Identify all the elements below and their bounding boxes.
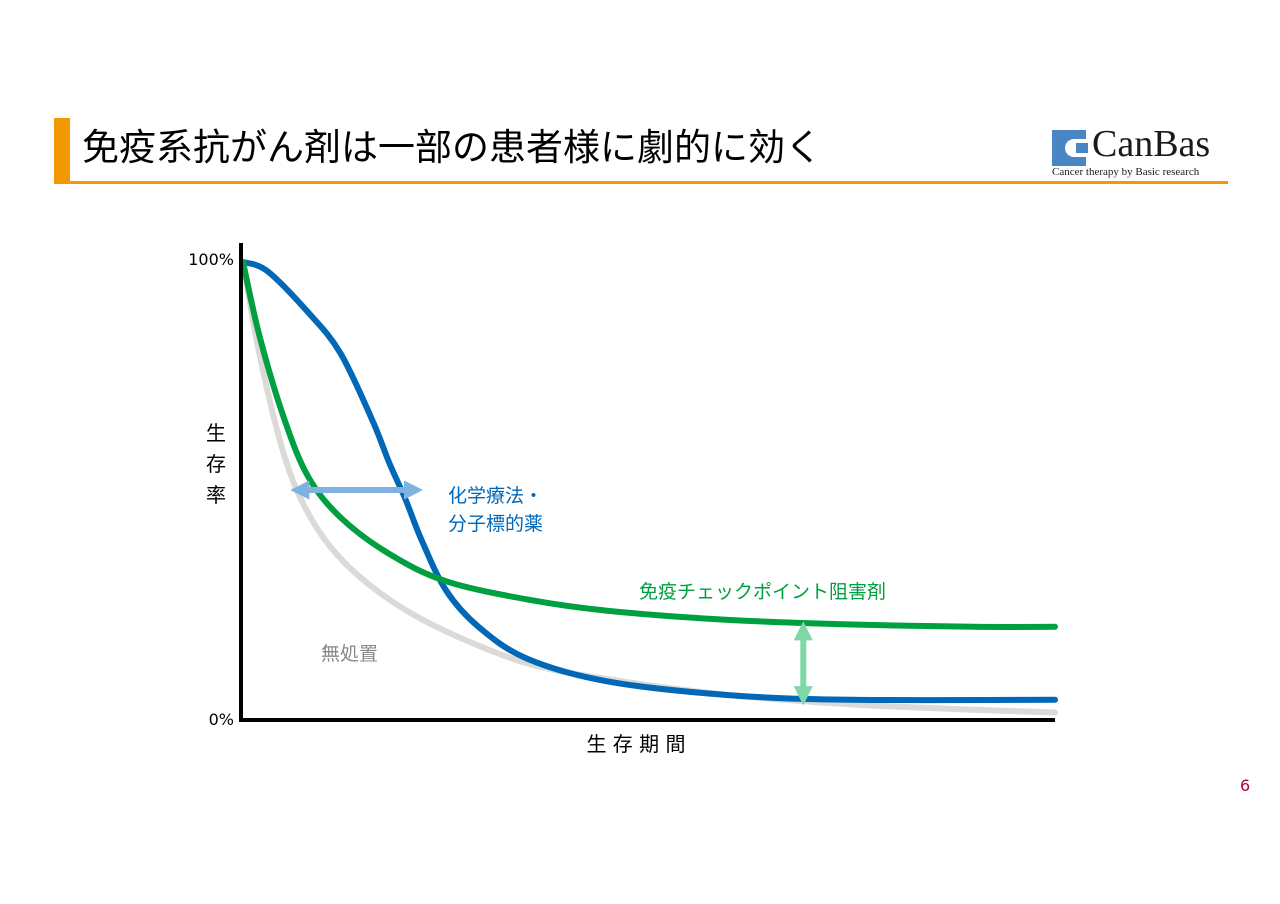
canbas-logo: CanBas Cancer therapy by Basic research: [1050, 123, 1230, 182]
x-axis-label: 生 存 期 間: [586, 732, 685, 756]
series-line-chemotherapy: [240, 259, 1058, 704]
y-axis-label-char: 存: [206, 452, 226, 476]
logo-tagline: Cancer therapy by Basic research: [1052, 166, 1200, 178]
canbas-logo-icon: [1052, 130, 1088, 166]
series-label-no-treatment: 無処置: [321, 643, 378, 665]
series-label-immune-checkpoint: 免疫チェックポイント阻害剤: [639, 581, 886, 603]
title-underline: [54, 181, 1228, 184]
slide-title: 免疫系抗がん剤は一部の患者様に劇的に効く: [82, 126, 822, 169]
logo-name: CanBas: [1092, 123, 1211, 165]
series-label-line: 無処置: [321, 643, 378, 665]
y-axis-label: 生存率: [206, 421, 226, 507]
title-accent-bar: [54, 118, 70, 182]
y-axis-label-char: 生: [206, 421, 226, 445]
y-tick-label-100: 100%: [188, 250, 234, 269]
series-line-no-treatment: [240, 259, 1058, 716]
y-tick-label-0: 0%: [209, 710, 234, 729]
y-axis-label-char: 率: [206, 483, 226, 507]
series-label-line: 免疫チェックポイント阻害剤: [639, 581, 886, 603]
series-label-chemotherapy: 化学療法・分子標的薬: [448, 485, 543, 535]
series-label-line: 化学療法・: [448, 485, 543, 507]
series-line-immune-checkpoint: [240, 259, 1058, 630]
page-number: 6: [1240, 776, 1251, 795]
series-label-line: 分子標的薬: [448, 513, 543, 535]
